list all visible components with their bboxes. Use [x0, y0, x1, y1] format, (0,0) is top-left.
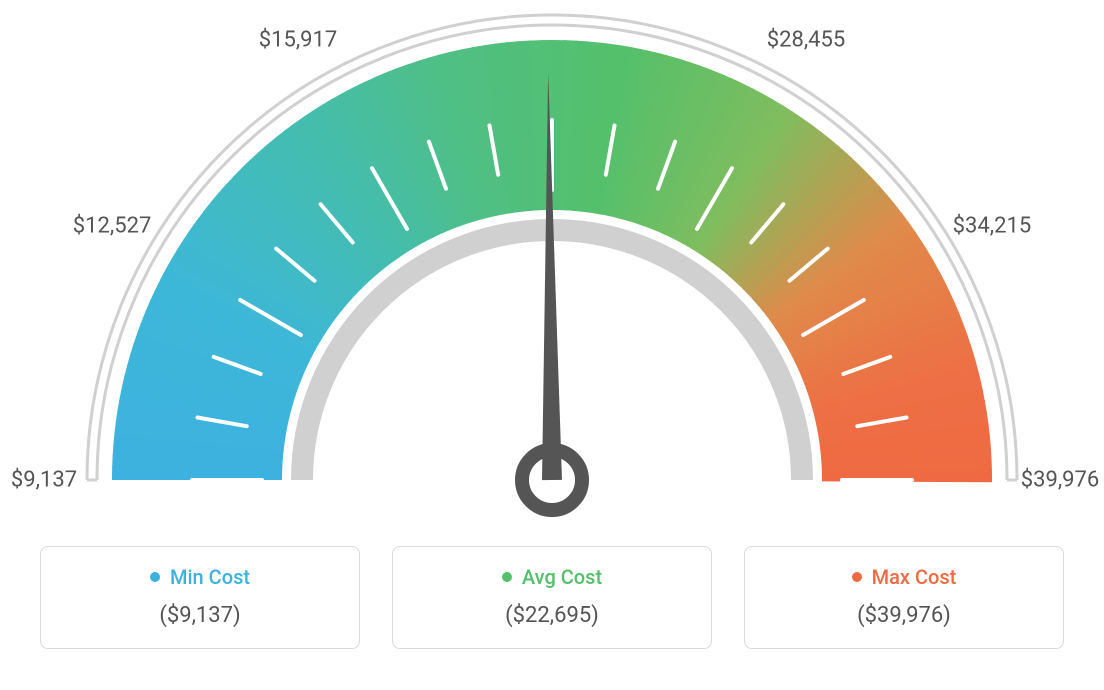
gauge-tick-label: $12,527 — [73, 214, 152, 239]
legend-card-avg: Avg Cost ($22,695) — [392, 546, 712, 649]
gauge-tick-label: $9,137 — [11, 468, 77, 493]
dot-icon — [502, 572, 512, 582]
gauge-tick-label: $28,455 — [767, 28, 846, 53]
legend-value: ($22,695) — [393, 603, 711, 628]
legend-title-min: Min Cost — [150, 565, 250, 589]
gauge-tick-label: $15,917 — [259, 28, 338, 53]
legend-value: ($9,137) — [41, 603, 359, 628]
gauge-svg — [0, 0, 1104, 540]
dot-icon — [150, 572, 160, 582]
legend-label: Max Cost — [872, 565, 957, 589]
legend-card-max: Max Cost ($39,976) — [744, 546, 1064, 649]
legend-title-max: Max Cost — [852, 565, 957, 589]
legend-row: Min Cost ($9,137) Avg Cost ($22,695) Max… — [0, 546, 1104, 649]
legend-label: Avg Cost — [522, 565, 602, 589]
dot-icon — [852, 572, 862, 582]
gauge-tick-label: $39,976 — [1021, 468, 1100, 493]
legend-label: Min Cost — [170, 565, 250, 589]
gauge-tick-label: $34,215 — [953, 214, 1032, 239]
gauge-chart: $9,137$12,527$15,917$22,695$28,455$34,21… — [0, 0, 1104, 540]
legend-value: ($39,976) — [745, 603, 1063, 628]
legend-card-min: Min Cost ($9,137) — [40, 546, 360, 649]
legend-title-avg: Avg Cost — [502, 565, 602, 589]
